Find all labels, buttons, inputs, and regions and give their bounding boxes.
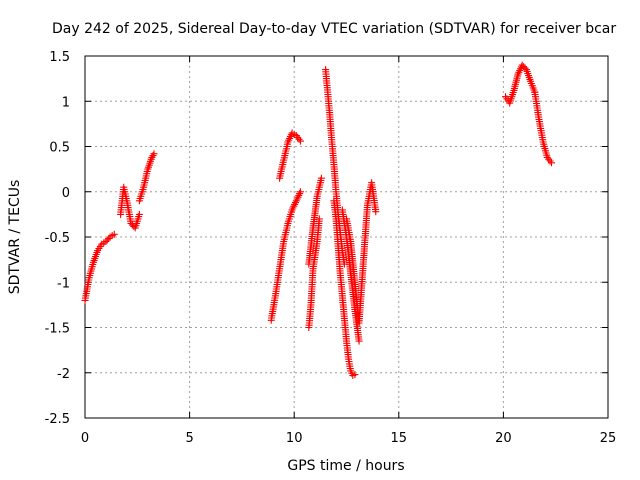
x-tick-label: 5 <box>185 431 193 446</box>
data-point <box>317 174 325 182</box>
data-point <box>135 210 143 218</box>
y-axis-label: SDTVAR / TECUs <box>7 180 23 295</box>
y-tick-label: -2 <box>57 367 70 382</box>
y-tick-label: 0 <box>62 186 70 201</box>
data-point <box>150 150 158 158</box>
y-tick-label: 1 <box>62 95 70 110</box>
y-tick-label: -0.5 <box>45 231 70 246</box>
x-axis-label: GPS time / hours <box>287 458 404 474</box>
x-tick-label: 0 <box>81 431 89 446</box>
data-point <box>355 337 363 345</box>
data-points <box>81 61 555 379</box>
x-tick-label: 25 <box>600 431 617 446</box>
data-point <box>372 208 380 216</box>
y-tick-label: 1.5 <box>49 50 70 65</box>
chart-title: Day 242 of 2025, Sidereal Day-to-day VTE… <box>52 21 616 37</box>
x-tick-label: 10 <box>286 431 303 446</box>
data-point <box>297 137 304 145</box>
x-tick-label: 20 <box>495 431 512 446</box>
y-tick-label: -1 <box>57 276 70 291</box>
y-tick-label: 0.5 <box>49 141 70 156</box>
y-tick-label: -1.5 <box>45 322 70 337</box>
data-point <box>297 188 304 196</box>
data-point <box>548 159 555 167</box>
data-point <box>315 215 323 223</box>
y-tick-label: -2.5 <box>45 412 70 427</box>
y-axis: -2.5 -2 -1.5 -1 -0.5 0 0.5 1 1.5 <box>45 50 608 427</box>
data-point <box>105 235 113 242</box>
data-point <box>110 230 118 238</box>
data-point <box>351 371 359 379</box>
x-tick-label: 15 <box>391 431 408 446</box>
x-axis: 0 5 10 15 20 25 <box>81 56 616 446</box>
